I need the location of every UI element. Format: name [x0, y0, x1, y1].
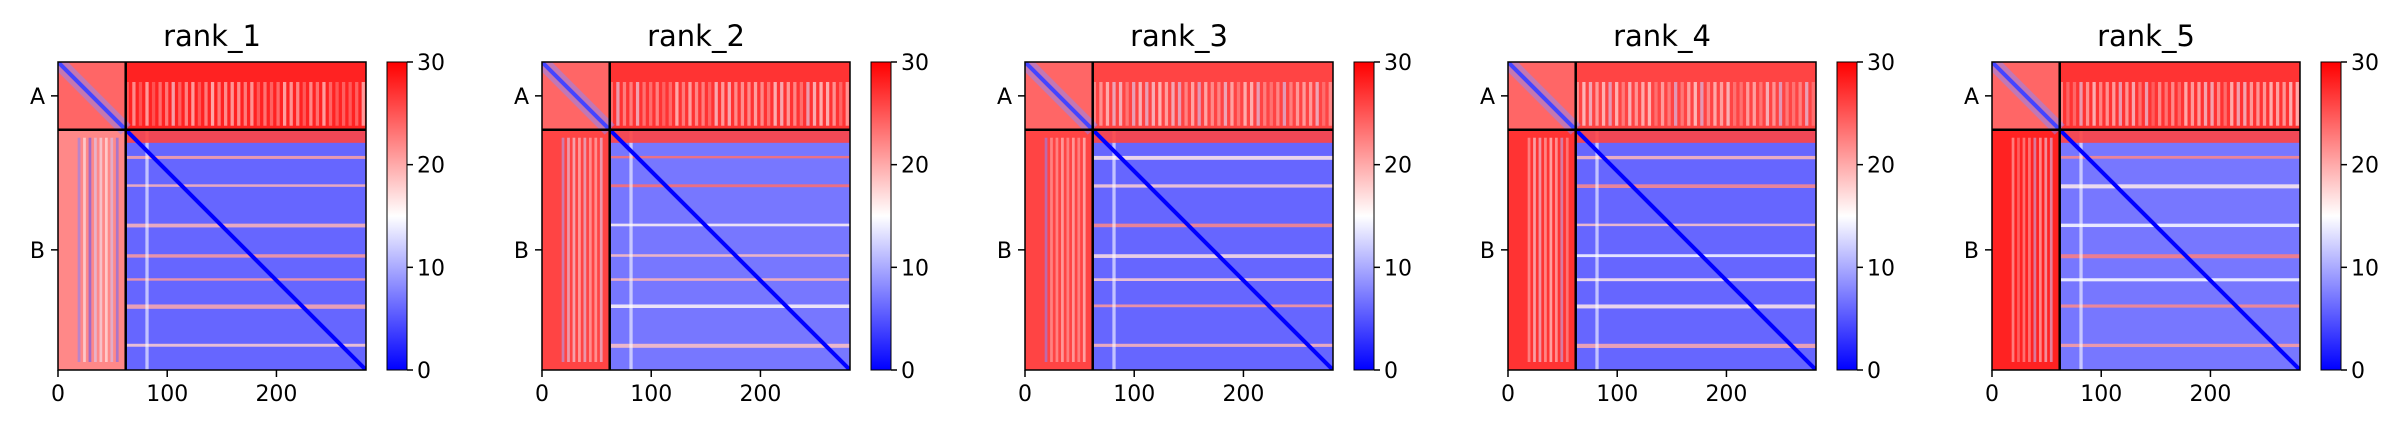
axes-frame — [1507, 61, 1817, 371]
heatmap-cells — [1508, 62, 1816, 370]
chain-label: B — [30, 239, 45, 264]
chain-label: A — [30, 85, 45, 110]
panel-rank_2: rank_2 0 100 200 A B 0 10 20 30 — [514, 19, 929, 407]
colorbar-tick-label: 0 — [417, 359, 431, 384]
panel-rank_5: rank_5 0 100 200 A B 0 10 20 30 — [1964, 19, 2379, 407]
colorbar-tick-label: 0 — [2351, 359, 2365, 384]
x-tick-label: 100 — [1596, 382, 1638, 407]
block-b-a — [542, 129, 610, 370]
axes-frame — [1991, 61, 2301, 371]
panel-rank_1: rank_1 0 100 200 A B 0 10 20 30 — [30, 19, 445, 407]
colorbar-tick-label: 20 — [1384, 154, 1412, 179]
colorbar-tick-label: 0 — [901, 359, 915, 384]
block-b-a — [1508, 129, 1576, 370]
x-tick-label: 200 — [255, 382, 297, 407]
colorbar-tick-label: 10 — [417, 256, 445, 281]
colorbar-tick-label: 20 — [2351, 154, 2379, 179]
x-tick-label: 200 — [1222, 382, 1264, 407]
colorbar-tick-label: 0 — [1867, 359, 1881, 384]
panel-rank_3: rank_3 0 100 200 A B 0 10 20 30 — [997, 19, 1412, 407]
block-b-a — [58, 129, 126, 370]
x-tick-label: 200 — [2189, 382, 2231, 407]
colorbar — [1836, 61, 1858, 371]
heatmap-cells — [1992, 62, 2300, 370]
panel-title: rank_1 — [163, 19, 261, 53]
colorbar-tick-label: 0 — [1384, 359, 1398, 384]
x-tick-label: 0 — [1018, 382, 1032, 407]
chain-label: B — [1964, 239, 1979, 264]
panel-title: rank_5 — [2097, 19, 2195, 53]
axes-frame — [541, 61, 851, 371]
chain-label: A — [1964, 85, 1979, 110]
chain-label: A — [997, 85, 1012, 110]
colorbar-tick-label: 30 — [2351, 51, 2379, 76]
heatmap-cells — [542, 62, 850, 370]
x-tick-label: 100 — [2080, 382, 2122, 407]
panel-title: rank_3 — [1130, 19, 1228, 53]
colorbar-tick-label: 30 — [1867, 51, 1895, 76]
colorbar — [870, 61, 892, 371]
x-tick-label: 200 — [1705, 382, 1747, 407]
colorbar-tick-label: 20 — [901, 154, 929, 179]
colorbar-tick-label: 10 — [1384, 256, 1412, 281]
block-b-a — [1025, 129, 1093, 370]
x-tick-label: 0 — [1985, 382, 1999, 407]
panel-rank_4: rank_4 0 100 200 A B 0 10 20 30 — [1480, 19, 1895, 407]
x-tick-label: 100 — [630, 382, 672, 407]
colorbar-tick-label: 10 — [1867, 256, 1895, 281]
colorbar-tick-label: 10 — [2351, 256, 2379, 281]
x-tick-label: 0 — [1501, 382, 1515, 407]
colorbar-tick-label: 30 — [901, 51, 929, 76]
heatmap-cells — [58, 62, 366, 370]
colorbar — [386, 61, 408, 371]
colorbar — [1353, 61, 1375, 371]
colorbar-tick-label: 20 — [1867, 154, 1895, 179]
colorbar-tick-label: 10 — [901, 256, 929, 281]
chain-label: A — [1480, 85, 1495, 110]
panel-title: rank_2 — [647, 19, 745, 53]
chain-label: B — [514, 239, 529, 264]
colorbar-tick-label: 30 — [417, 51, 445, 76]
x-tick-label: 0 — [51, 382, 65, 407]
axes-frame — [1024, 61, 1334, 371]
colorbar-tick-label: 20 — [417, 154, 445, 179]
block-b-a — [1992, 129, 2060, 370]
colorbar-tick-label: 30 — [1384, 51, 1412, 76]
chain-label: B — [1480, 239, 1495, 264]
chain-label: A — [514, 85, 529, 110]
colorbar — [2320, 61, 2342, 371]
x-tick-label: 0 — [535, 382, 549, 407]
axes-frame — [57, 61, 367, 371]
chain-label: B — [997, 239, 1012, 264]
panel-title: rank_4 — [1613, 19, 1711, 53]
heatmap-cells — [1025, 62, 1333, 370]
x-tick-label: 100 — [146, 382, 188, 407]
x-tick-label: 100 — [1113, 382, 1155, 407]
x-tick-label: 200 — [739, 382, 781, 407]
